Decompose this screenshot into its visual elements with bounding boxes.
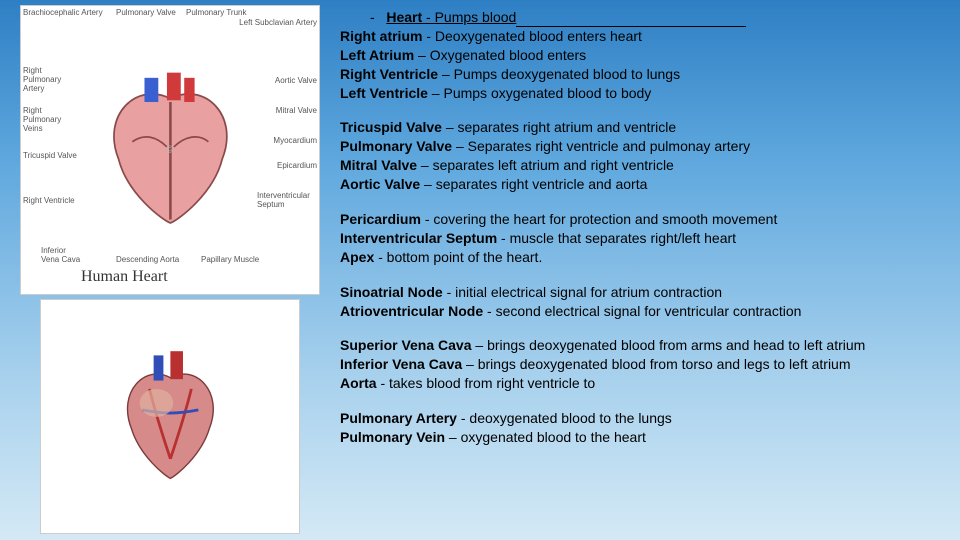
vessel-line: Aorta - takes blood from right ventricle… xyxy=(340,374,940,393)
heart-external-svg xyxy=(93,347,248,487)
structure-line: Pericardium - covering the heart for pro… xyxy=(340,210,940,229)
chamber-line: Right atrium - Deoxygenated blood enters… xyxy=(340,27,940,46)
label-right5: Interventricular Septum xyxy=(257,191,317,209)
chamber-line: Left Atrium – Oxygenated blood enters xyxy=(340,46,940,65)
vessel-line: Superior Vena Cava – brings deoxygenated… xyxy=(340,336,940,355)
structure-line: Apex - bottom point of the heart. xyxy=(340,248,940,267)
label-right1: Aortic Valve xyxy=(275,76,317,85)
vessel-line: Pulmonary Artery - deoxygenated blood to… xyxy=(340,409,940,428)
heart-external-diagram xyxy=(40,299,300,534)
node-line: Sinoatrial Node - initial electrical sig… xyxy=(340,283,940,302)
vessel-line: Pulmonary Vein – oxygenated blood to the… xyxy=(340,428,940,447)
structures-section: Pericardium - covering the heart for pro… xyxy=(340,210,940,267)
node-line: Atrioventricular Node - second electrica… xyxy=(340,302,940,321)
label-top-mid: Pulmonary Valve xyxy=(116,8,176,17)
label-left2: Right Pulmonary Veins xyxy=(23,106,73,133)
label-right4: Epicardium xyxy=(277,161,317,170)
label-left4: Right Ventricle xyxy=(23,196,75,205)
heart-term: Heart xyxy=(386,9,422,25)
chamber-line: Left Ventricle – Pumps oxygenated blood … xyxy=(340,84,940,103)
valve-line: Mitral Valve – separates left atrium and… xyxy=(340,156,940,175)
text-content: - Heart - Pumps blood Right atrium - Deo… xyxy=(340,8,940,463)
structure-line: Interventricular Septum - muscle that se… xyxy=(340,229,940,248)
vessels1-section: Superior Vena Cava – brings deoxygenated… xyxy=(340,336,940,393)
heart-intro-line: - Heart - Pumps blood xyxy=(340,8,940,27)
label-bottom3: Papillary Muscle xyxy=(201,255,259,264)
label-right2: Mitral Valve xyxy=(276,106,317,115)
heart-desc: - Pumps blood xyxy=(422,9,516,25)
chamber-line: Right Ventricle – Pumps deoxygenated blo… xyxy=(340,65,940,84)
valve-line: Aortic Valve – separates right ventricle… xyxy=(340,175,940,194)
label-top-left: Brachiocephalic Artery xyxy=(23,8,103,17)
label-right3: Myocardium xyxy=(273,136,317,145)
label-left1: Right Pulmonary Artery xyxy=(23,66,73,93)
heart-cross-section-diagram: Brachiocephalic Artery Pulmonary Valve P… xyxy=(20,5,320,295)
vessels2-section: Pulmonary Artery - deoxygenated blood to… xyxy=(340,409,940,447)
blank-fill-line xyxy=(516,13,746,27)
label-left3: Tricuspid Valve xyxy=(23,151,77,160)
vessel-line: Inferior Vena Cava – brings deoxygenated… xyxy=(340,355,940,374)
chambers-section: - Heart - Pumps blood Right atrium - Deo… xyxy=(340,8,940,102)
label-bottom2: Descending Aorta xyxy=(116,255,179,264)
label-bottom1: Inferior Vena Cava xyxy=(41,246,81,264)
label-top-right: Left Subclavian Artery xyxy=(239,18,317,27)
valves-section: Tricuspid Valve – separates right atrium… xyxy=(340,118,940,194)
valve-line: Pulmonary Valve – Separates right ventri… xyxy=(340,137,940,156)
valve-line: Tricuspid Valve – separates right atrium… xyxy=(340,118,940,137)
nodes-section: Sinoatrial Node - initial electrical sig… xyxy=(340,283,940,321)
diagram1-caption: Human Heart xyxy=(81,268,168,286)
label-top-mid2: Pulmonary Trunk xyxy=(186,8,246,17)
image-column: Brachiocephalic Artery Pulmonary Valve P… xyxy=(20,5,320,538)
